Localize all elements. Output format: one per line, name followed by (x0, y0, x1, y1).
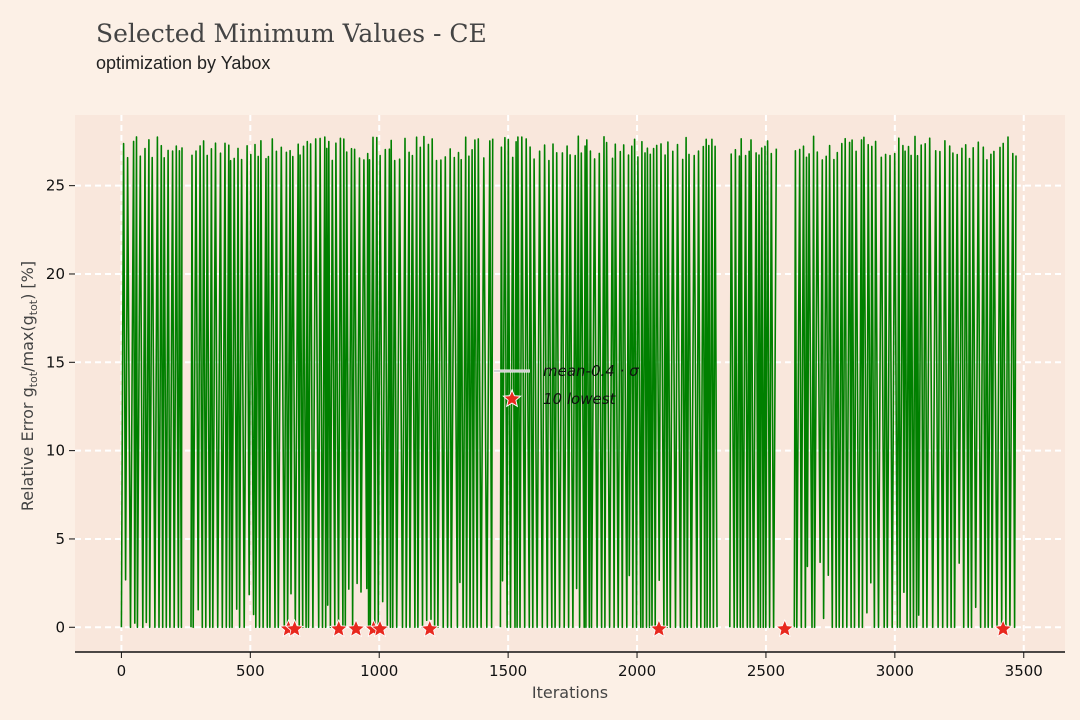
x-tick-label: 1500 (489, 662, 527, 680)
min-value-star (420, 618, 440, 638)
x-tick-label: 2500 (747, 662, 785, 680)
chart-subtitle: optimization by Yabox (96, 53, 270, 73)
legend-star-swatch (502, 388, 522, 408)
y-tick-label: 10 (46, 442, 65, 460)
series-line-segment (120, 136, 183, 629)
series-line-group (120, 135, 1017, 629)
min-value-star (649, 618, 669, 638)
series-line-segment (499, 135, 718, 629)
min-value-star (346, 618, 366, 638)
x-tick-label: 500 (236, 662, 265, 680)
min-value-star (329, 618, 349, 638)
x-tick-label: 2000 (618, 662, 656, 680)
x-axis-label: Iterations (532, 683, 608, 702)
y-tick-label: 0 (55, 618, 65, 636)
y-axis-label: Relative Error gtot/max(gtot) [%] (18, 261, 40, 511)
min-value-star (993, 618, 1013, 638)
series-line-segment (190, 135, 494, 629)
legend-label-line: mean-0.4 · σ (543, 362, 639, 380)
x-tick-label: 0 (117, 662, 127, 680)
y-ticks: 0 5 10 15 20 25 (46, 177, 75, 636)
x-ticks: 0 500 1000 1500 2000 2500 3000 3500 (117, 652, 1043, 680)
chart-title: Selected Minimum Values - CE (96, 19, 487, 48)
min-value-star (370, 618, 390, 638)
min-value-star (285, 618, 305, 638)
series-line-segment (793, 135, 1017, 629)
series-markers-group (278, 618, 1013, 638)
y-tick-label: 20 (46, 265, 65, 283)
y-tick-label: 5 (55, 530, 65, 548)
min-value-star (775, 618, 795, 638)
legend: mean-0.4 · σ 10 lowest (494, 362, 639, 408)
x-tick-label: 1000 (360, 662, 398, 680)
legend-label-stars: 10 lowest (543, 390, 617, 408)
series-line-segment (729, 138, 778, 629)
y-tick-label: 25 (46, 177, 65, 195)
y-tick-label: 15 (46, 353, 65, 371)
x-tick-label: 3000 (876, 662, 914, 680)
x-tick-label: 3500 (1005, 662, 1043, 680)
